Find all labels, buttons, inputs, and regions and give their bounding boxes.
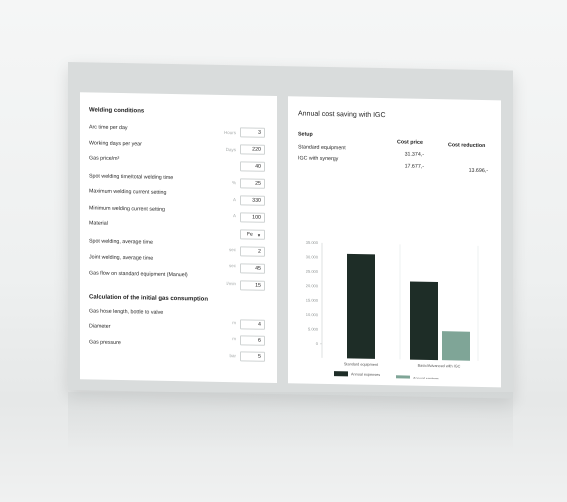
y-tick-label: 35.000 bbox=[306, 240, 319, 245]
x-tick-label: Basic/Advanced with IGC bbox=[418, 364, 461, 369]
y-tick-label: 15.000 bbox=[306, 298, 319, 303]
calculator-screen: Welding conditions Arc time per day Hour… bbox=[68, 62, 513, 399]
row-label: Material bbox=[89, 220, 108, 227]
diameter-input[interactable]: 6 bbox=[240, 335, 265, 346]
y-tick-label: 25.000 bbox=[306, 269, 319, 274]
row-label: Gas pressure bbox=[89, 339, 121, 347]
bar-annual-expenses bbox=[347, 253, 375, 359]
legend-label-savings: Annual savings bbox=[413, 377, 439, 381]
floor-reflection bbox=[68, 392, 513, 452]
row-label: Minimum welding current setting bbox=[89, 205, 165, 213]
legend-swatch-savings bbox=[396, 375, 410, 381]
legend-swatch-expenses bbox=[334, 371, 348, 377]
unit-label: m bbox=[232, 320, 236, 326]
setup-header: Setup bbox=[298, 131, 313, 138]
material-select-value: Fe bbox=[247, 231, 253, 238]
bar-annual-savings bbox=[442, 331, 470, 361]
setup-cell: Standard equipment bbox=[298, 144, 346, 152]
unit-label: bar bbox=[229, 353, 236, 359]
welding-conditions-title: Welding conditions bbox=[89, 107, 145, 115]
x-tick-label: Standard equipment bbox=[344, 362, 379, 367]
material-select[interactable]: Fe ▼ bbox=[240, 229, 265, 240]
working-days-input[interactable]: 220 bbox=[240, 144, 265, 155]
unit-label: sec bbox=[228, 263, 236, 269]
reduction-cell: 13.696,- bbox=[468, 167, 488, 175]
legend-label-expenses: Annual expenses bbox=[351, 372, 380, 377]
unit-label: sec bbox=[228, 247, 236, 253]
welding-conditions-panel: Welding conditions Arc time per day Hour… bbox=[80, 92, 277, 384]
unit-label: % bbox=[231, 180, 236, 186]
max-current-input[interactable]: 330 bbox=[240, 195, 265, 206]
unit-label: A bbox=[232, 213, 236, 219]
row-label: Arc time per day bbox=[89, 124, 128, 132]
cost-cell: 31.374,- bbox=[404, 151, 424, 158]
cost-chart: 35.000 30.000 25.000 20.000 15.000 10.000 5.00… bbox=[306, 240, 479, 381]
cost-saving-panel: Annual cost saving with IGC Setup Cost p… bbox=[288, 96, 501, 388]
gas-consumption-title: Calculation of the initial gas consumpti… bbox=[89, 294, 209, 303]
bar-annual-expenses bbox=[410, 281, 438, 361]
unit-label: m bbox=[232, 336, 236, 342]
row-label: Gas flow on standard equipment (Manuel) bbox=[89, 270, 188, 279]
row-label: Working days per year bbox=[89, 140, 142, 148]
unit-label: l/min bbox=[226, 281, 236, 287]
row-label: Joint welding, average time bbox=[89, 254, 154, 262]
y-tick-label: 10.000 bbox=[306, 312, 319, 317]
gas-flow-input[interactable]: 15 bbox=[240, 280, 265, 291]
setup-cell: IGC with synergy bbox=[298, 155, 339, 163]
spot-time-input[interactable]: 2 bbox=[240, 246, 265, 257]
calculator-card: Welding conditions Arc time per day Hour… bbox=[68, 62, 513, 399]
unit-label: A bbox=[232, 197, 236, 203]
row-label: Diameter bbox=[89, 323, 111, 330]
spot-welding-ratio-input[interactable]: 25 bbox=[240, 178, 265, 189]
hose-length-input[interactable]: 4 bbox=[240, 319, 265, 330]
chevron-down-icon: ▼ bbox=[257, 232, 261, 238]
cost-cell: 17.677,- bbox=[404, 163, 424, 170]
row-label: Spot welding time/total welding time bbox=[89, 173, 174, 182]
unit-label: Days bbox=[225, 147, 236, 153]
y-tick-label: 0 bbox=[316, 341, 319, 346]
row-label: Gas hose length, bottle to valve bbox=[89, 308, 164, 316]
y-tick-label: 20.000 bbox=[306, 283, 319, 288]
gas-pressure-input[interactable]: 5 bbox=[240, 351, 265, 362]
arc-time-input[interactable]: 3 bbox=[240, 127, 265, 138]
joint-time-input[interactable]: 45 bbox=[240, 263, 265, 274]
gas-price-input[interactable]: 40 bbox=[240, 161, 265, 172]
cost-reduction-header: Cost reduction bbox=[448, 142, 486, 150]
y-tick-label: 5.000 bbox=[308, 326, 319, 331]
row-label: Maximum welding current setting bbox=[89, 188, 167, 196]
row-label: Gas price/m³ bbox=[89, 155, 120, 162]
min-current-input[interactable]: 100 bbox=[240, 212, 265, 223]
y-tick-label: 30.000 bbox=[306, 254, 319, 259]
row-label: Spot welding, average time bbox=[89, 238, 153, 246]
cost-price-header: Cost price bbox=[397, 139, 423, 146]
cost-saving-title: Annual cost saving with IGC bbox=[298, 110, 386, 120]
unit-label: Hours bbox=[223, 129, 236, 136]
